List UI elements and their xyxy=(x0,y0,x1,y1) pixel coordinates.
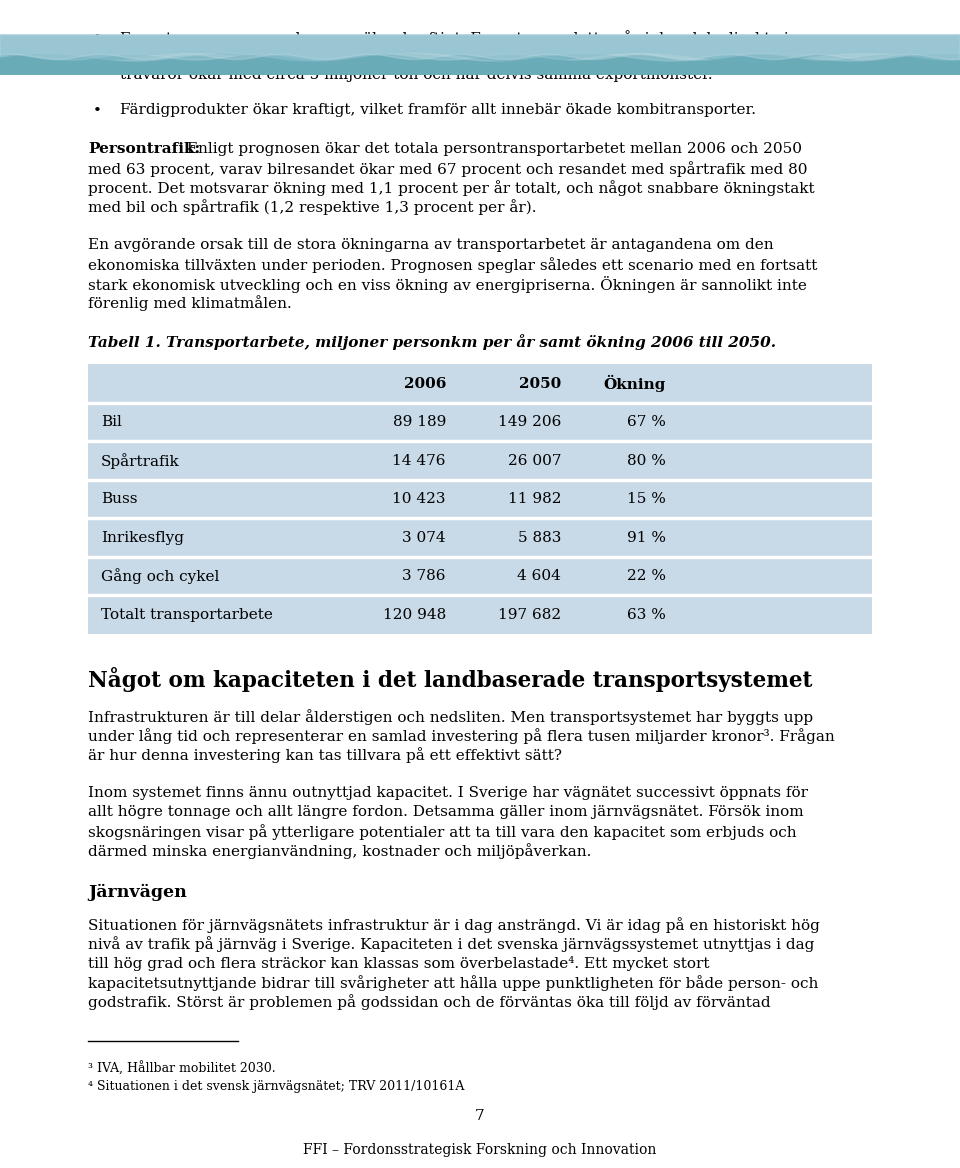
Text: 2006: 2006 xyxy=(403,376,446,390)
Text: 80 %: 80 % xyxy=(627,453,666,467)
Bar xyxy=(88,364,872,634)
Text: 10 423: 10 423 xyxy=(393,492,446,506)
Text: hamnar i Östersjön, dels med järnväg (och lastbil) till Göteborgs hamn. Exporten: hamnar i Östersjön, dels med järnväg (oc… xyxy=(120,49,769,67)
Text: Buss: Buss xyxy=(101,492,137,506)
Text: Spårtrafik: Spårtrafik xyxy=(101,453,180,468)
Text: under lång tid och representerar en samlad investering på flera tusen miljarder : under lång tid och representerar en saml… xyxy=(88,728,835,744)
Text: 4 604: 4 604 xyxy=(517,569,561,583)
Text: 63 %: 63 % xyxy=(627,607,666,621)
Text: stark ekonomisk utveckling och en viss ökning av energipriserna. Ökningen är san: stark ekonomisk utveckling och en viss ö… xyxy=(88,276,806,293)
Text: Järnvägen: Järnvägen xyxy=(88,884,187,902)
Text: ekonomiska tillväxten under perioden. Prognosen speglar således ett scenario med: ekonomiska tillväxten under perioden. Pr… xyxy=(88,257,817,272)
Text: 120 948: 120 948 xyxy=(383,607,446,621)
Text: 26 007: 26 007 xyxy=(508,453,561,467)
Text: allt högre tonnage och allt längre fordon. Detsamma gäller inom järnvägsnätet. F: allt högre tonnage och allt längre fordo… xyxy=(88,805,804,819)
Text: godstrafik. Störst är problemen på godssidan och de förväntas öka till följd av : godstrafik. Störst är problemen på godss… xyxy=(88,994,771,1010)
Text: procent. Det motsvarar ökning med 1,1 procent per år totalt, och något snabbare : procent. Det motsvarar ökning med 1,1 pr… xyxy=(88,180,815,196)
Text: 67 %: 67 % xyxy=(627,415,666,429)
Text: Inom systemet finns ännu outnyttjad kapacitet. I Sverige har vägnätet successivt: Inom systemet finns ännu outnyttjad kapa… xyxy=(88,786,808,800)
Text: 197 682: 197 682 xyxy=(498,607,561,621)
Text: med bil och spårtrafik (1,2 respektive 1,3 procent per år).: med bil och spårtrafik (1,2 respektive 1… xyxy=(88,200,537,215)
Text: med 63 procent, varav bilresandet ökar med 67 procent och resandet med spårtrafi: med 63 procent, varav bilresandet ökar m… xyxy=(88,161,807,176)
Text: Bil: Bil xyxy=(101,415,122,429)
Text: Exporten av papper och massa ökar kraftigt. Exporten av detta går i dag dels dir: Exporten av papper och massa ökar krafti… xyxy=(120,30,798,46)
Text: 11 982: 11 982 xyxy=(508,492,561,506)
Text: ³ IVA, Hållbar mobilitet 2030.: ³ IVA, Hållbar mobilitet 2030. xyxy=(88,1062,276,1076)
Text: nivå av trafik på järnväg i Sverige. Kapaciteten i det svenska järnvägssystemet : nivå av trafik på järnväg i Sverige. Kap… xyxy=(88,937,814,952)
Text: 5 883: 5 883 xyxy=(517,530,561,544)
Text: därmed minska energianvändning, kostnader och miljöpåverkan.: därmed minska energianvändning, kostnade… xyxy=(88,843,591,858)
Text: kapacitetsutnyttjande bidrar till svårigheter att hålla uppe punktligheten för b: kapacitetsutnyttjande bidrar till svårig… xyxy=(88,975,818,990)
Text: 149 206: 149 206 xyxy=(497,415,561,429)
Text: Situationen för järnvägsnätets infrastruktur är i dag ansträngd. Vi är idag på e: Situationen för järnvägsnätets infrastru… xyxy=(88,917,820,933)
Text: 3 786: 3 786 xyxy=(402,569,446,583)
Text: Totalt transportarbete: Totalt transportarbete xyxy=(101,607,273,621)
Text: förenlig med klimatmålen.: förenlig med klimatmålen. xyxy=(88,296,292,311)
Text: •: • xyxy=(93,104,102,118)
Text: 22 %: 22 % xyxy=(627,569,666,583)
Text: skogsnäringen visar på ytterligare potentialer att ta till vara den kapacitet so: skogsnäringen visar på ytterligare poten… xyxy=(88,823,797,840)
Text: Infrastrukturen är till delar ålderstigen och nedsliten. Men transportsystemet h: Infrastrukturen är till delar ålderstige… xyxy=(88,709,813,725)
Text: Något om kapaciteten i det landbaserade transportsystemet: Något om kapaciteten i det landbaserade … xyxy=(88,667,812,691)
Text: 15 %: 15 % xyxy=(627,492,666,506)
Text: Enligt prognosen ökar det totala persontransportarbetet mellan 2006 och 2050: Enligt prognosen ökar det totala persont… xyxy=(181,141,802,155)
Text: En avgörande orsak till de stora ökningarna av transportarbetet är antagandena o: En avgörande orsak till de stora ökninga… xyxy=(88,237,774,251)
Text: Inrikesflyg: Inrikesflyg xyxy=(101,530,184,544)
Text: Tabell 1. Transportarbete, miljoner personkm per år samt ökning 2006 till 2050.: Tabell 1. Transportarbete, miljoner pers… xyxy=(88,334,776,350)
Text: är hur denna investering kan tas tillvara på ett effektivt sätt?: är hur denna investering kan tas tillvar… xyxy=(88,748,562,763)
Text: trävaror ökar med circa 5 miljoner ton och har delvis samma exportmönster.: trävaror ökar med circa 5 miljoner ton o… xyxy=(120,69,712,83)
Text: 14 476: 14 476 xyxy=(393,453,446,467)
Text: 3 074: 3 074 xyxy=(402,530,446,544)
Text: 2050: 2050 xyxy=(518,376,561,390)
Text: 91 %: 91 % xyxy=(627,530,666,544)
Text: Gång och cykel: Gång och cykel xyxy=(101,568,220,584)
Text: 89 189: 89 189 xyxy=(393,415,446,429)
Text: •: • xyxy=(93,32,102,46)
Text: ⁴ Situationen i det svensk järnvägsnätet; TRV 2011/10161A: ⁴ Situationen i det svensk järnvägsnätet… xyxy=(88,1079,465,1093)
Bar xyxy=(0,35,960,75)
Text: Färdigprodukter ökar kraftigt, vilket framför allt innebär ökade kombitransporte: Färdigprodukter ökar kraftigt, vilket fr… xyxy=(120,103,756,117)
Text: till hög grad och flera sträckor kan klassas som överbelastade⁴. Ett mycket stor: till hög grad och flera sträckor kan kla… xyxy=(88,955,709,971)
Text: Persontrafik:: Persontrafik: xyxy=(88,141,200,155)
Text: Ökning: Ökning xyxy=(604,375,666,392)
Text: FFI – Fordonsstrategisk Forskning och Innovation: FFI – Fordonsstrategisk Forskning och In… xyxy=(303,1143,657,1157)
Text: 7: 7 xyxy=(475,1108,485,1122)
